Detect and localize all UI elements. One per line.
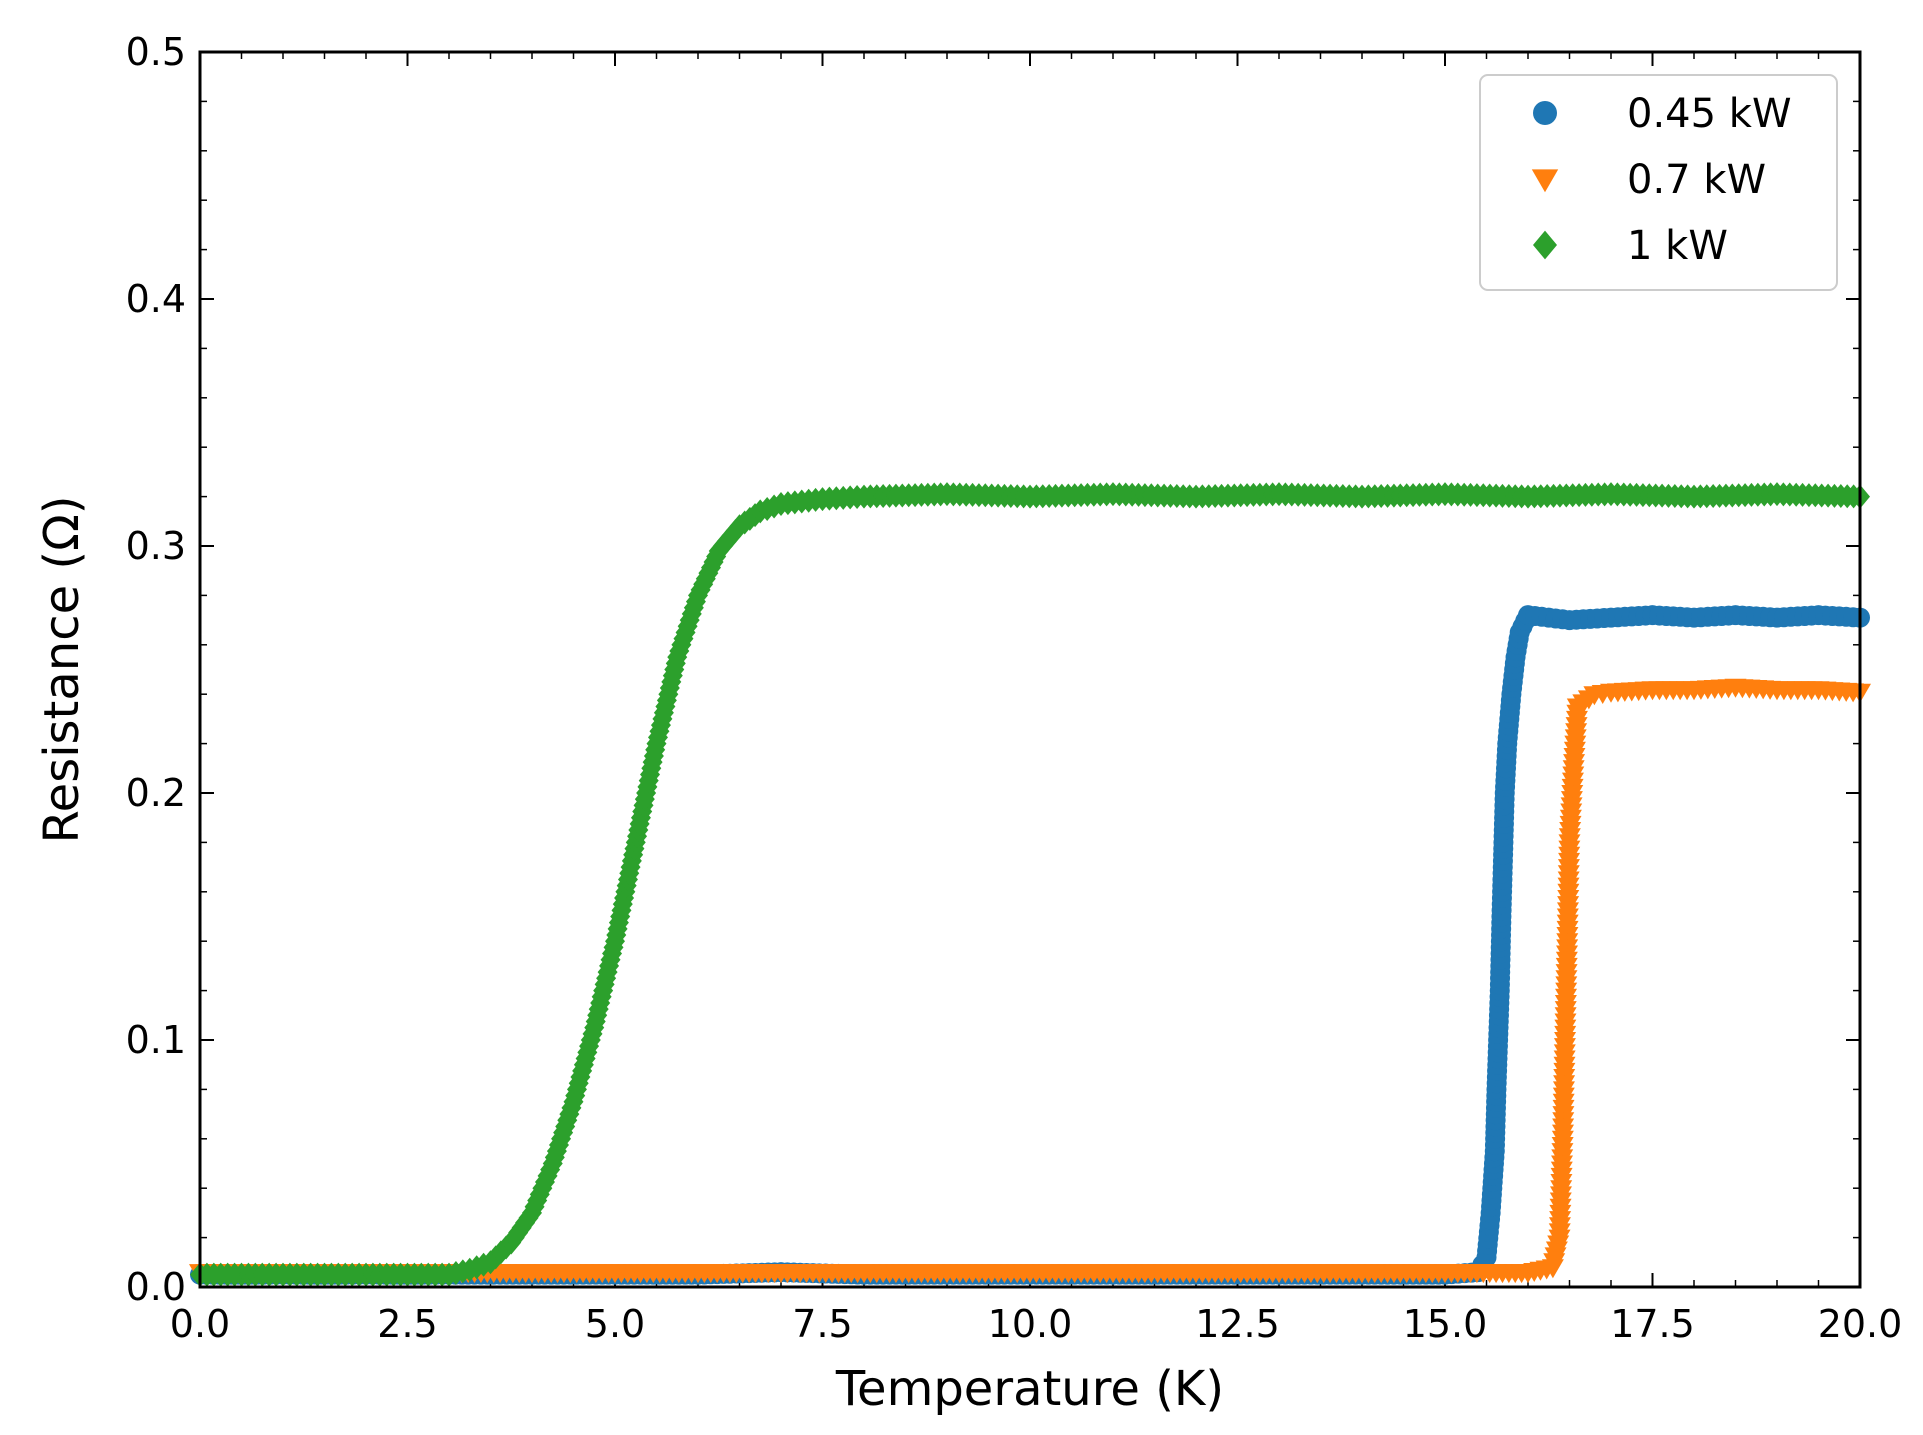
y-tick-label: 0.5 [126, 30, 186, 74]
series-1-kw [190, 482, 1870, 1287]
legend-box [1479, 74, 1838, 291]
legend: 0.45 kW 0.7 kW 1 kW [1479, 74, 1838, 291]
legend-label: 0.45 kW [1627, 91, 1792, 137]
legend-marker [1531, 169, 1559, 193]
x-tick-label: 5.0 [585, 1302, 645, 1346]
x-tick-label: 15.0 [1403, 1302, 1488, 1346]
series-0.45-kw [190, 605, 1870, 1285]
y-tick-label: 0.4 [126, 277, 186, 321]
legend-label: 1 kW [1627, 223, 1728, 269]
x-tick-label: 7.5 [792, 1302, 852, 1346]
x-tick-label: 0.0 [170, 1302, 230, 1346]
x-tick-label: 2.5 [377, 1302, 437, 1346]
x-tick-label: 20.0 [1818, 1302, 1903, 1346]
y-tick-label: 0.0 [126, 1265, 186, 1309]
x-tick-label: 12.5 [1195, 1302, 1280, 1346]
x-tick-label: 10.0 [988, 1302, 1073, 1346]
x-axis-title: Temperature (K) [835, 1361, 1224, 1417]
legend-marker [1533, 101, 1557, 125]
series-0.7-kw [189, 678, 1871, 1284]
data-series-layer [189, 482, 1871, 1287]
x-tick-label: 17.5 [1610, 1302, 1695, 1346]
y-axis-title: Resistance (Ω) [34, 495, 90, 843]
x-axis-ticks: 0.0 2.5 5.0 7.5 10.0 12.5 15.0 17.5 20.0 [170, 52, 1903, 1346]
legend-marker [1533, 230, 1557, 260]
y-tick-label: 0.2 [126, 771, 186, 815]
legend-label: 0.7 kW [1627, 157, 1766, 203]
y-tick-label: 0.3 [126, 524, 186, 568]
y-axis-ticks: 0.0 0.1 0.2 0.3 0.4 0.5 [126, 30, 1860, 1309]
y-tick-label: 0.1 [126, 1018, 186, 1062]
plot-area-frame [198, 50, 1862, 1289]
